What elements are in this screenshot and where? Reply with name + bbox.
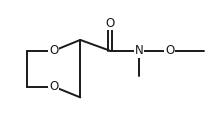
Text: O: O [49,44,58,57]
Text: O: O [105,17,115,30]
Text: O: O [165,44,175,57]
Text: O: O [49,80,58,93]
Text: N: N [135,44,143,57]
